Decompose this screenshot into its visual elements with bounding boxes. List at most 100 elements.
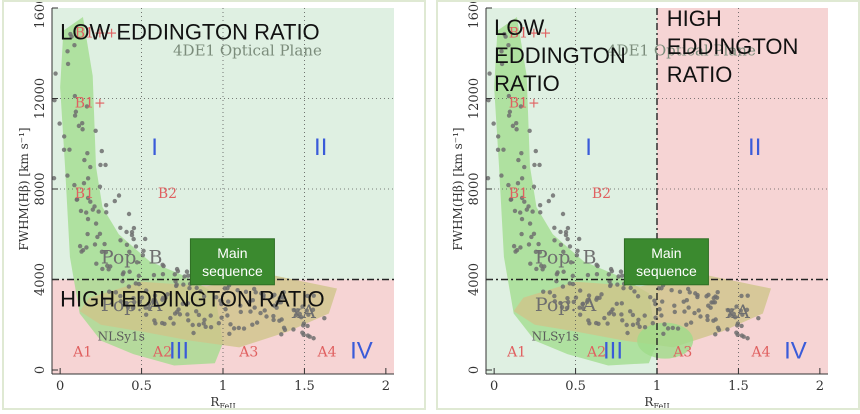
data-point [660,299,665,304]
data-point [506,93,512,99]
data-point [519,195,525,201]
data-point [619,301,624,306]
data-point [550,193,556,198]
data-point [310,307,316,313]
data-point [519,150,524,156]
data-point [277,295,282,301]
data-point [609,268,615,274]
data-point [561,249,566,255]
data-point [80,127,85,132]
data-point [713,332,718,337]
data-point [97,184,103,189]
data-point [711,295,716,301]
data-point [301,323,306,328]
data-point [228,322,233,327]
data-point [675,326,681,331]
data-point [669,288,674,293]
y-tick-label: 4000 [33,263,48,296]
data-point [250,322,255,327]
data-point [558,242,564,247]
bin-label-a3: A3 [672,344,692,360]
data-point [65,61,71,67]
data-point [740,312,745,317]
data-point [103,249,109,255]
main-sequence-label-line2: sequence [202,263,263,279]
data-point [174,282,179,287]
data-point [105,263,110,268]
x-tick-label: 2 [816,379,824,394]
data-point [522,164,527,170]
quadrant-i-label: I [585,134,592,161]
data-point [506,42,511,48]
data-layer [52,17,337,366]
data-point [570,281,576,287]
quadrant-iii-label: III [603,338,623,365]
high-eddington-label-line: HIGH [667,6,722,31]
data-point [560,284,566,289]
data-point [126,211,132,217]
data-point [297,311,303,317]
x-tick-label: 0 [56,379,64,394]
data-point [614,301,619,307]
data-point [559,305,565,310]
x-axis-label-subscript: FeII [219,402,235,408]
data-point [635,294,641,299]
data-point [577,288,583,293]
data-point [670,325,676,331]
data-point [254,320,260,325]
data-point [85,216,91,222]
bin-label-a2: A2 [152,344,172,360]
data-point [184,269,190,274]
data-point [85,176,91,181]
data-point [564,305,570,311]
data-point [113,290,119,295]
data-point [202,317,207,322]
data-point [282,327,288,332]
data-point [611,312,617,317]
data-point [99,148,104,154]
data-point [151,272,157,278]
data-point [185,301,190,306]
data-point [714,295,720,300]
data-point [586,293,592,298]
data-point [538,210,543,215]
data-point [518,104,524,109]
data-point [306,312,311,317]
data-point [565,236,570,242]
data-point [93,128,98,134]
bin-label-b2: B2 [592,186,611,202]
data-point [272,292,277,297]
data-point [252,305,257,310]
data-point [585,272,591,278]
data-point [131,236,136,242]
data-point [146,306,152,311]
data-point [88,164,93,170]
data-point [625,330,630,336]
data-point [546,198,551,204]
data-point [73,109,79,114]
data-point [182,274,187,279]
data-point [279,332,284,337]
data-point [61,147,67,153]
data-point [191,330,196,336]
data-point [143,305,148,310]
data-point [715,289,720,295]
data-point [552,238,557,243]
data-point [127,249,132,255]
data-point [104,210,109,215]
bin-label-b1p: B1+ [75,96,106,112]
data-point [153,321,158,326]
data-point [594,297,599,302]
data-point [132,299,137,305]
data-point [77,243,83,249]
data-point [175,268,181,274]
main-sequence-label-line2: sequence [636,263,697,279]
data-point [322,315,327,321]
data-point [499,49,504,54]
data-point [632,289,637,294]
data-point [501,147,506,152]
chart-panel-right: 0 0.5 1 1.5 2 0 4000 8000 12000 16000 RFeII FWHM(Hβ… [436,0,860,410]
data-point [515,180,521,186]
data-point [659,313,664,318]
y-tick-label: 0 [33,366,48,374]
